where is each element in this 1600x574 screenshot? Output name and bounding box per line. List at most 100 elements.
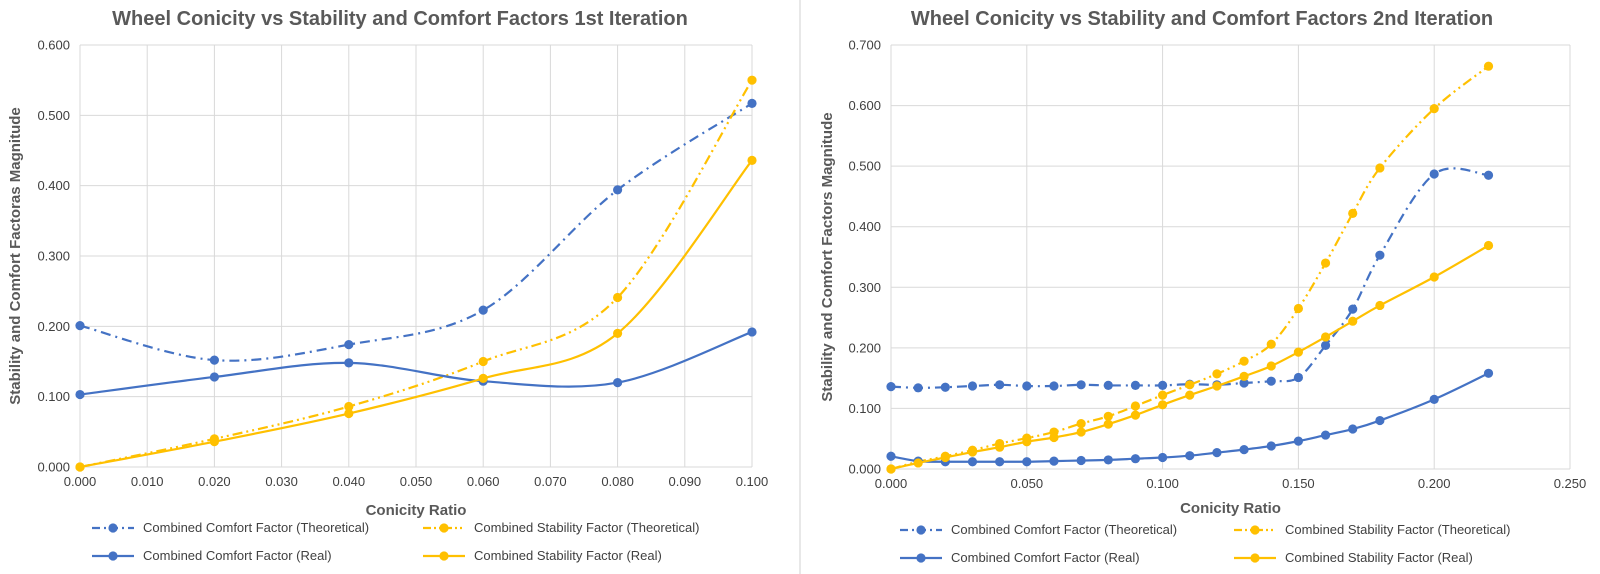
data-point	[967, 447, 978, 457]
data-point	[613, 292, 623, 303]
legend-item: Combined Comfort Factor (Theoretical)	[900, 522, 1177, 537]
x-tick-label: 0.020	[198, 474, 231, 489]
series-line	[79, 102, 753, 362]
legend-item: Combined Stability Factor (Theoretical)	[1234, 522, 1510, 537]
y-tick-label: 0.500	[37, 108, 70, 123]
data-point	[886, 382, 896, 392]
data-point	[1483, 170, 1494, 180]
data-point	[1212, 448, 1222, 458]
data-point	[1158, 380, 1168, 391]
x-tick-label: 0.070	[534, 474, 567, 489]
series-4	[75, 155, 757, 472]
series-line	[890, 244, 1490, 471]
data-point	[1483, 368, 1494, 378]
data-point	[1483, 240, 1494, 251]
data-point	[1103, 419, 1113, 429]
data-point	[344, 408, 354, 419]
data-point	[344, 401, 354, 412]
data-point	[1348, 316, 1358, 326]
x-tick-label: 0.100	[736, 474, 769, 489]
data-point	[1429, 394, 1439, 404]
legend-label: Combined Stability Factor (Theoretical)	[1285, 522, 1510, 537]
data-point	[1348, 424, 1358, 434]
legend-swatch-marker	[916, 525, 926, 535]
y-tick-label: 0.300	[848, 280, 881, 295]
data-point	[967, 381, 978, 391]
data-point	[613, 378, 623, 388]
data-point	[1266, 339, 1276, 349]
chart-1: Wheel Conicity vs Stability and Comfort …	[7, 8, 768, 563]
data-point	[75, 462, 85, 472]
legend-swatch-marker	[1250, 525, 1260, 535]
data-point	[1049, 381, 1059, 391]
data-point	[1158, 400, 1168, 410]
data-point	[478, 356, 488, 367]
data-point	[1185, 380, 1195, 390]
y-tick-label: 0.700	[848, 38, 881, 53]
x-tick-label: 0.060	[467, 474, 500, 489]
series-1	[75, 98, 757, 365]
data-point	[1320, 340, 1331, 351]
data-point	[1049, 456, 1059, 466]
x-tick-label: 0.200	[1418, 476, 1451, 491]
legend-item: Combined Stability Factor (Theoretical)	[423, 520, 699, 535]
data-point	[1266, 361, 1276, 371]
data-point	[478, 305, 488, 315]
data-point	[209, 372, 219, 382]
series-line	[890, 65, 1490, 471]
data-point	[913, 458, 923, 468]
data-point	[1429, 272, 1439, 282]
data-point	[1429, 169, 1439, 179]
data-point	[613, 185, 623, 195]
y-tick-label: 0.200	[848, 340, 881, 355]
legend-swatch-marker	[1250, 553, 1260, 563]
y-tick-label: 0.500	[848, 159, 881, 174]
data-point	[1049, 432, 1059, 443]
x-tick-label: 0.050	[400, 474, 433, 489]
data-point	[1375, 250, 1385, 260]
x-tick-label: 0.000	[875, 476, 908, 491]
legend-item: Combined Stability Factor (Real)	[423, 548, 662, 563]
data-point	[940, 452, 950, 463]
chart-2: Wheel Conicity vs Stability and Comfort …	[819, 8, 1586, 565]
data-point	[1375, 415, 1385, 426]
x-axis-title: Conicity Ratio	[366, 502, 467, 519]
legend-label: Combined Comfort Factor (Real)	[143, 548, 332, 563]
x-tick-label: 0.010	[131, 474, 164, 489]
data-point	[1293, 303, 1303, 314]
data-point	[1293, 347, 1303, 357]
data-point	[1293, 436, 1303, 446]
data-point	[747, 327, 757, 337]
data-point	[1130, 380, 1141, 391]
data-point	[1185, 451, 1195, 461]
y-tick-label: 0.300	[37, 249, 70, 264]
data-point	[1266, 376, 1276, 386]
legend-label: Combined Stability Factor (Real)	[474, 548, 662, 563]
data-point	[1483, 61, 1494, 71]
data-point	[1429, 104, 1439, 114]
legend-swatch-marker	[108, 551, 118, 561]
data-point	[1239, 371, 1249, 381]
series-3	[886, 368, 1494, 467]
legend-label: Combined Stability Factor (Theoretical)	[474, 520, 699, 535]
x-tick-label: 0.080	[601, 474, 634, 489]
data-point	[209, 437, 219, 447]
data-point	[1103, 455, 1113, 465]
x-axis-title: Conicity Ratio	[1180, 500, 1281, 517]
data-point	[1320, 332, 1331, 342]
data-point	[747, 98, 757, 108]
gridlines	[79, 44, 753, 468]
x-tick-label: 0.040	[333, 474, 366, 489]
data-point	[1320, 258, 1331, 268]
data-point	[995, 457, 1005, 467]
legend-item: Combined Comfort Factor (Theoretical)	[92, 520, 369, 535]
data-point	[1239, 445, 1249, 455]
data-point	[1158, 390, 1168, 400]
x-tick-label: 0.090	[669, 474, 702, 489]
data-point	[344, 358, 354, 368]
data-point	[1293, 372, 1303, 383]
chart-title: Wheel Conicity vs Stability and Comfort …	[911, 8, 1493, 30]
data-point	[1348, 208, 1358, 218]
